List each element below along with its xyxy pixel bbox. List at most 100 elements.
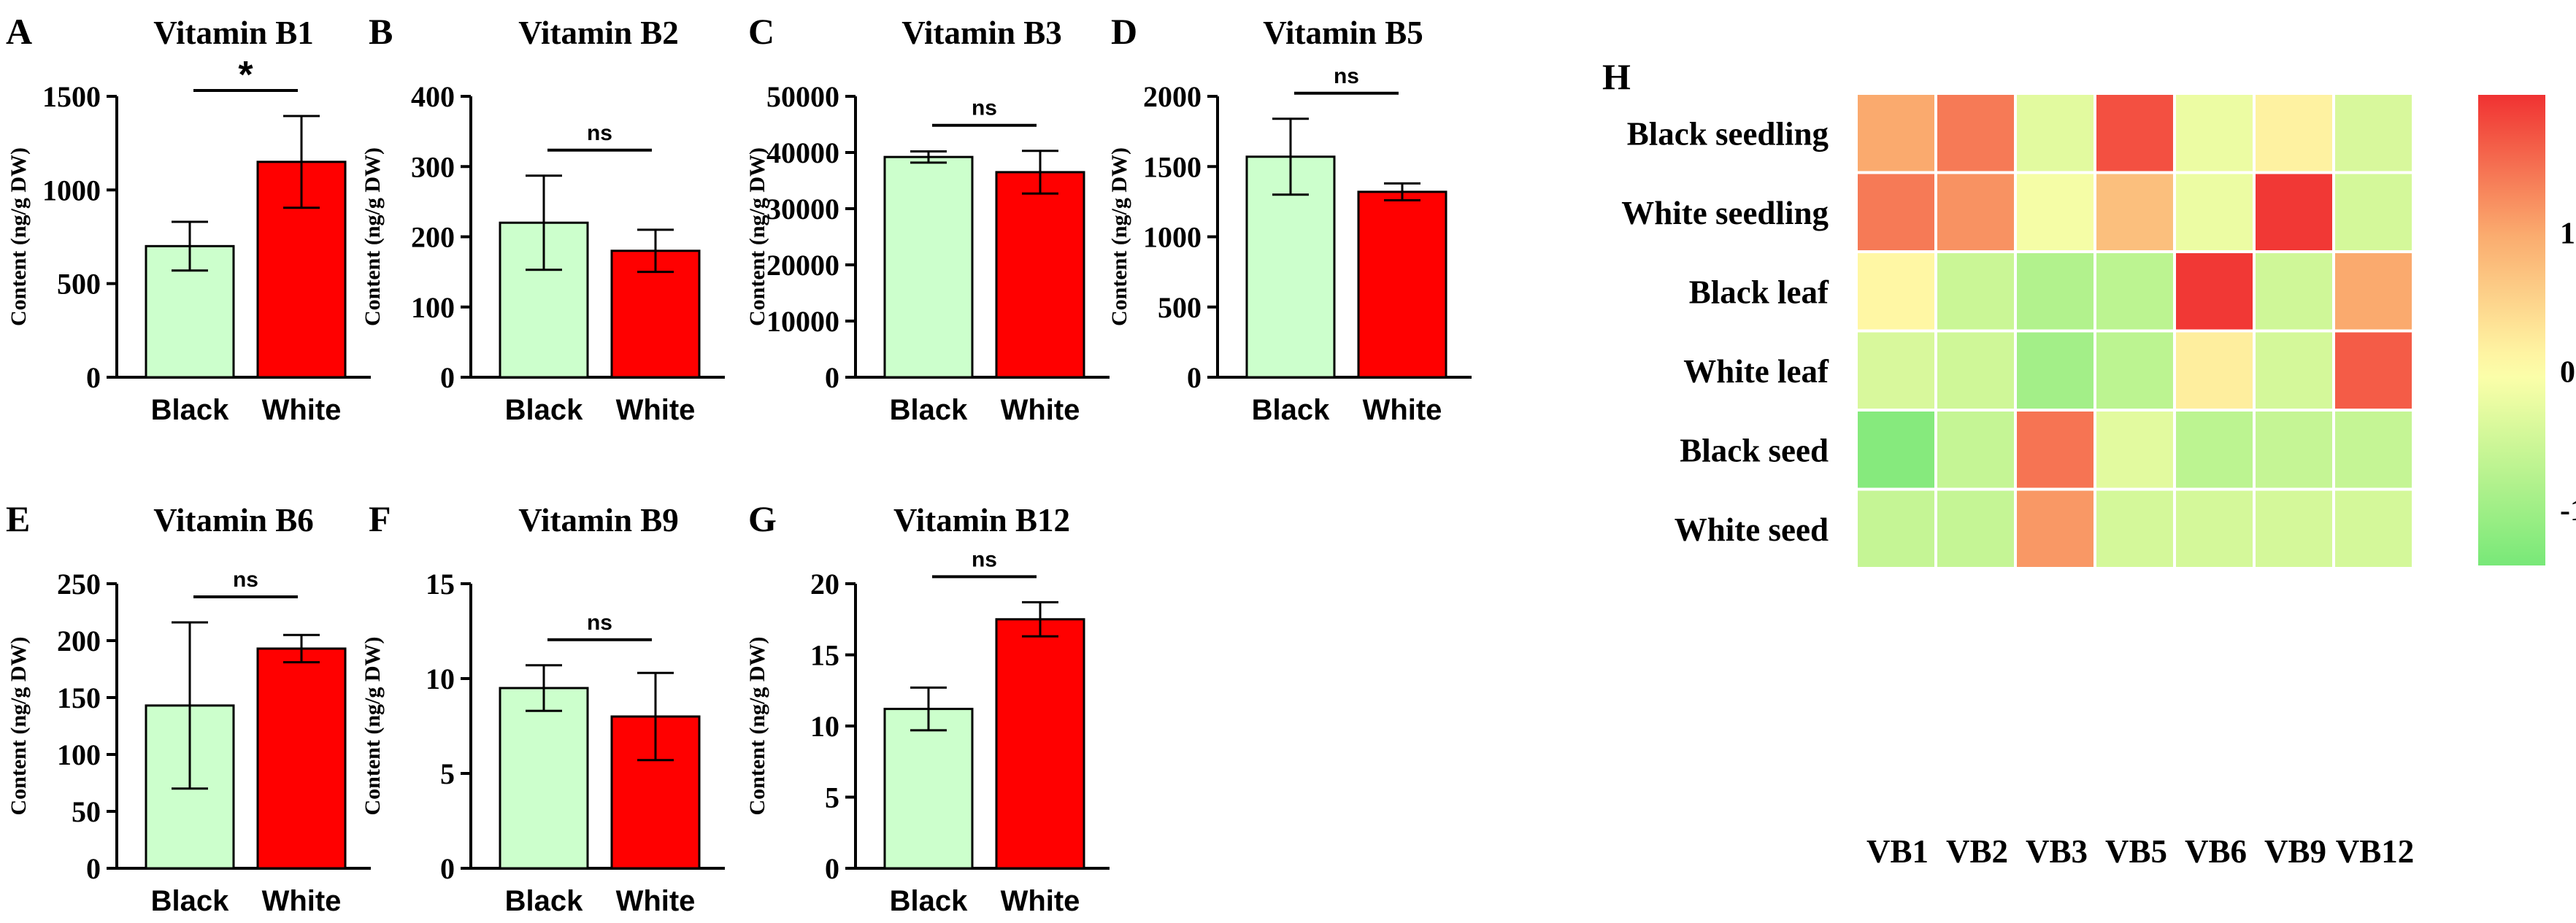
panel-c-significance-label: ns: [972, 96, 997, 120]
heatmap-cell: [2017, 253, 2094, 330]
heatmap-cell: [2096, 490, 2173, 567]
panel-b-ytick-label: 400: [411, 80, 455, 113]
panel-g-ytick-label: 5: [825, 781, 839, 814]
panel-c-ytick-label: 0: [825, 361, 839, 394]
heatmap-cell: [1937, 412, 2014, 488]
panel-f-category-label: Black: [505, 885, 583, 917]
heatmap-col-label: VB6: [2185, 833, 2247, 870]
panel-f-letter: F: [369, 498, 391, 539]
heatmap-col-label: VB1: [1866, 833, 1929, 870]
heatmap-col-label: VB3: [2026, 833, 2088, 870]
panel-c-ytick-label: 30000: [766, 193, 839, 225]
panel-e-category-label: Black: [151, 885, 229, 917]
panel-e-category-label: White: [262, 885, 342, 917]
panel-b-category-label: Black: [505, 394, 583, 426]
panel-f-ytick-label: 0: [440, 852, 455, 885]
heatmap-cell: [1858, 412, 1934, 488]
panel-g-title: Vitamin B12: [893, 502, 1070, 538]
heatmap-cell: [1858, 95, 1934, 171]
heatmap-cell: [2335, 490, 2412, 567]
heatmap-col-label: VB12: [2336, 833, 2415, 870]
heatmap-cell: [2017, 412, 2094, 488]
panel-c-bar-black: [883, 155, 974, 379]
panel-g-significance-label: ns: [972, 547, 997, 571]
panel-e-ylabel: Content (ng/g DW): [7, 637, 31, 816]
panel-c-category-label: Black: [890, 394, 968, 426]
heatmap-cell: [2335, 253, 2412, 330]
panel-c-ytick-label: 50000: [766, 80, 839, 113]
heatmap-row-label: White seedling: [1621, 195, 1829, 231]
heatmap-cell: [2096, 412, 2173, 488]
panel-g-ytick-label: 0: [825, 852, 839, 885]
heatmap-cell: [2256, 253, 2332, 330]
heatmap-cell: [2017, 174, 2094, 250]
panel-f-bar-black: [499, 687, 589, 870]
heatmap-cell: [2096, 332, 2173, 409]
panel-g-ytick-label: 15: [810, 639, 839, 672]
panel-h-letter: H: [1602, 56, 1631, 97]
heatmap-cell: [2256, 95, 2332, 171]
heatmap-row-label: White seed: [1675, 511, 1829, 548]
heatmap-col-label: VB5: [2105, 833, 2167, 870]
panel-f-ytick-label: 15: [426, 568, 455, 600]
panel-a-ytick-label: 0: [86, 361, 101, 394]
heatmap-cell: [2176, 412, 2253, 488]
panel-d-ytick-label: 1500: [1143, 150, 1202, 183]
panel-d-significance-label: ns: [1334, 64, 1359, 88]
panel-d-ytick-label: 1000: [1143, 221, 1202, 254]
heatmap-cell: [2096, 174, 2173, 250]
panel-d-ytick-label: 500: [1158, 291, 1202, 324]
panel-g-bar-white: [995, 618, 1085, 870]
panel-b-ytick-label: 0: [440, 361, 455, 394]
panel-f-significance-label: ns: [587, 611, 612, 635]
panel-a-ytick-label: 1500: [42, 80, 101, 113]
panel-d-ytick-label: 2000: [1143, 80, 1202, 113]
panel-e-significance-label: ns: [233, 568, 258, 592]
panel-d-letter: D: [1111, 11, 1137, 52]
panel-b-ytick-label: 100: [411, 291, 455, 324]
heatmap-cell: [1858, 174, 1934, 250]
panel-f-title: Vitamin B9: [518, 502, 679, 538]
heatmap-cell: [1937, 253, 2014, 330]
heatmap-cell: [2256, 332, 2332, 409]
heatmap-col-label: VB9: [2264, 833, 2326, 870]
heatmap-cell: [2176, 95, 2253, 171]
panel-g-category-label: Black: [890, 885, 968, 917]
heatmap-col-label: VB2: [1946, 833, 2008, 870]
panel-a-letter: A: [6, 11, 32, 52]
heatmap-cell: [2176, 490, 2253, 567]
heatmap-cell: [1937, 332, 2014, 409]
panel-a-ylabel: Content (ng/g DW): [7, 147, 31, 326]
heatmap-cell: [2335, 95, 2412, 171]
panel-g-ytick-label: 10: [810, 710, 839, 743]
panel-d-bar-white: [1357, 190, 1447, 379]
panel-e-letter: E: [6, 498, 30, 539]
heatmap-cell: [1858, 332, 1934, 409]
heatmap-cell: [2335, 332, 2412, 409]
heatmap-row-label: White leaf: [1683, 353, 1829, 390]
panel-f-ytick-label: 5: [440, 757, 455, 790]
panel-d-title: Vitamin B5: [1263, 15, 1423, 51]
panel-c-ytick-label: 20000: [766, 249, 839, 282]
panel-b-letter: B: [369, 11, 393, 52]
heatmap-cell: [2256, 174, 2332, 250]
panel-e-title: Vitamin B6: [153, 502, 314, 538]
colorbar-tick-label: 1: [2560, 217, 2575, 251]
panel-b-ytick-label: 200: [411, 221, 455, 254]
panel-e-ytick-label: 250: [57, 568, 101, 600]
panel-g-ytick-label: 20: [810, 568, 839, 600]
panel-f-ylabel: Content (ng/g DW): [361, 637, 385, 816]
panel-g-bar-black: [883, 708, 974, 870]
heatmap-cell: [2017, 490, 2094, 567]
panel-c-bar-white: [995, 171, 1085, 379]
panel-g-letter: G: [748, 498, 777, 539]
panel-a-title: Vitamin B1: [153, 15, 314, 51]
panel-e-bar-white: [256, 647, 347, 870]
heatmap-cell: [1937, 95, 2014, 171]
panel-b-ylabel: Content (ng/g DW): [361, 147, 385, 326]
panel-d-ylabel: Content (ng/g DW): [1107, 147, 1131, 326]
panel-e-ytick-label: 0: [86, 852, 101, 885]
heatmap-cell: [2335, 412, 2412, 488]
panel-a-significance-label: *: [238, 54, 253, 96]
